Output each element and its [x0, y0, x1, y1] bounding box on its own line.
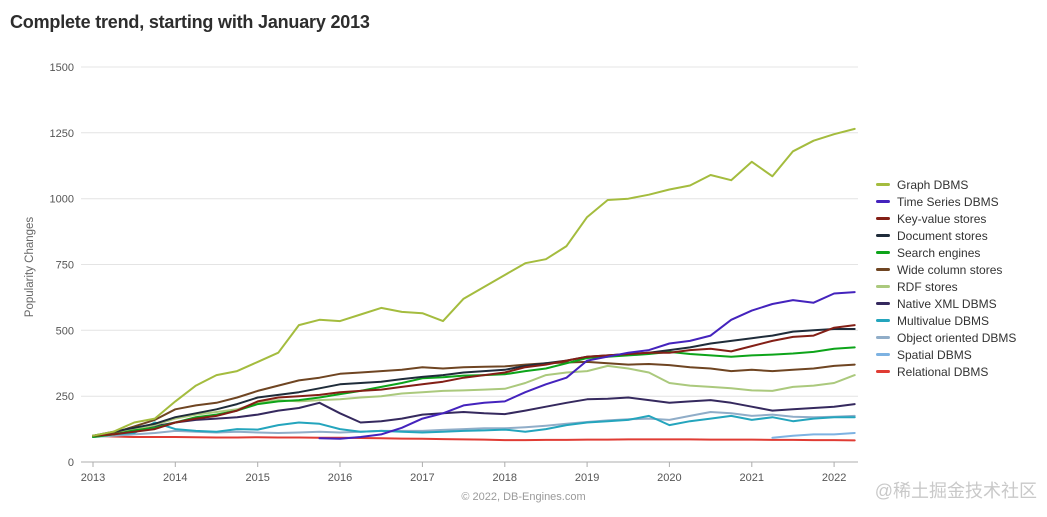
legend-swatch-icon: [876, 234, 890, 237]
axes: 0 250 500 750 1000 1250 1500 2013 2014 2015 2016 20…: [50, 62, 847, 484]
legend-label: Key-value stores: [897, 211, 987, 226]
legend-label: Search engines: [897, 245, 981, 260]
legend-label: RDF stores: [897, 279, 958, 294]
series-line-multivalue-dbms: [92, 414, 856, 438]
gridlines: [81, 66, 858, 463]
legend-item-search-engines[interactable]: Search engines: [876, 244, 1016, 261]
series-line-relational-dbms: [92, 434, 856, 442]
x-tick-label: 2016: [328, 472, 352, 484]
y-tick-label: 1000: [50, 194, 74, 206]
legend-item-rdf-stores[interactable]: RDF stores: [876, 278, 1016, 295]
legend-swatch-icon: [876, 251, 890, 254]
series-line-native-xml-dbms: [92, 396, 856, 437]
chart-title: Complete trend, starting with January 20…: [10, 12, 370, 32]
x-tick-label: 2017: [410, 472, 434, 484]
legend-swatch-icon: [876, 268, 890, 271]
series-line-spatial-dbms: [771, 432, 856, 439]
series-line-time-series-dbms: [318, 291, 856, 440]
y-tick-label: 1250: [50, 128, 74, 140]
series-line-key-value-stores: [92, 324, 856, 437]
legend-item-spatial-dbms[interactable]: Spatial DBMS: [876, 346, 1016, 363]
x-tick-label: 2019: [575, 472, 599, 484]
x-tick-label: 2021: [740, 472, 764, 484]
series-line-object-oriented-dbms: [92, 411, 856, 438]
y-tick-label: 500: [56, 325, 74, 337]
legend-item-graph-dbms[interactable]: Graph DBMS: [876, 176, 1016, 193]
legend-item-time-series-dbms[interactable]: Time Series DBMS: [876, 193, 1016, 210]
y-tick-label: 1500: [50, 62, 74, 74]
legend-label: Relational DBMS: [897, 364, 989, 379]
legend-label: Multivalue DBMS: [897, 313, 990, 328]
x-tick-label: 2022: [822, 472, 846, 484]
legend-swatch-icon: [876, 217, 890, 220]
legend-swatch-icon: [876, 302, 890, 305]
y-tick-label: 750: [56, 260, 74, 272]
series-line-search-engines: [92, 346, 856, 438]
legend-label: Native XML DBMS: [897, 296, 997, 311]
y-tick-label: 250: [56, 391, 74, 403]
chart-legend: Graph DBMS Time Series DBMS Key-value stor…: [876, 176, 1016, 380]
legend-swatch-icon: [876, 319, 890, 322]
x-tick-label: 2020: [657, 472, 681, 484]
legend-swatch-icon: [876, 285, 890, 288]
legend-swatch-icon: [876, 336, 890, 339]
legend-swatch-icon: [876, 200, 890, 203]
y-tick-label: 0: [68, 457, 74, 469]
legend-item-document-stores[interactable]: Document stores: [876, 227, 1016, 244]
legend-label: Wide column stores: [897, 262, 1003, 277]
legend-item-native-xml-dbms[interactable]: Native XML DBMS: [876, 295, 1016, 312]
legend-item-multivalue-dbms[interactable]: Multivalue DBMS: [876, 312, 1016, 329]
legend-item-relational-dbms[interactable]: Relational DBMS: [876, 363, 1016, 380]
copyright-footer: © 2022, DB-Engines.com: [461, 491, 586, 503]
legend-swatch-icon: [876, 370, 890, 373]
legend-item-object-oriented-dbms[interactable]: Object oriented DBMS: [876, 329, 1016, 346]
legend-item-key-value-stores[interactable]: Key-value stores: [876, 210, 1016, 227]
series-line-graph-dbms: [92, 127, 856, 437]
legend-swatch-icon: [876, 183, 890, 186]
legend-label: Graph DBMS: [897, 177, 969, 192]
legend-label: Object oriented DBMS: [897, 330, 1017, 345]
legend-label: Document stores: [897, 228, 988, 243]
x-tick-label: 2014: [163, 472, 187, 484]
series-line-rdf-stores: [92, 364, 856, 437]
legend-swatch-icon: [876, 353, 890, 356]
series-line-wide-column-stores: [92, 360, 856, 437]
legend-item-wide-column-stores[interactable]: Wide column stores: [876, 261, 1016, 278]
watermark-text: @稀土掘金技术社区: [874, 481, 1037, 501]
legend-label: Spatial DBMS: [897, 347, 972, 362]
x-tick-label: 2013: [81, 472, 105, 484]
series-line-document-stores: [92, 328, 856, 437]
legend-label: Time Series DBMS: [897, 194, 999, 209]
x-tick-label: 2018: [493, 472, 517, 484]
series-lines: [92, 127, 856, 442]
x-tick-label: 2015: [245, 472, 269, 484]
